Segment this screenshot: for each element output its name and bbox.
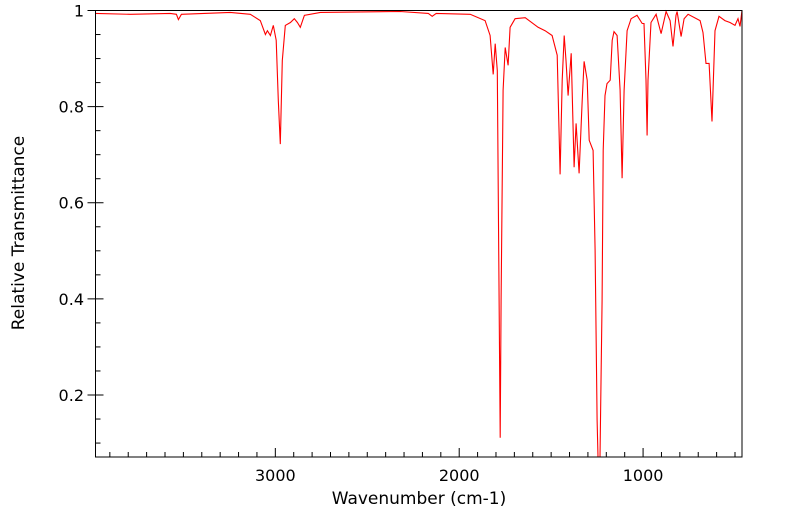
- y-tick-label: 1: [74, 2, 84, 21]
- x-axis-label: Wavenumber (cm-1): [332, 489, 507, 509]
- y-tick-label: 0.6: [59, 194, 84, 213]
- y-tick-labels: 0.2 0.4 0.6 0.8 1: [59, 2, 84, 405]
- plot-frame: [95, 10, 743, 458]
- y-tick-label: 0.4: [59, 290, 84, 309]
- y-tick-label: 0.2: [59, 386, 84, 405]
- axis-ticks: [87, 10, 736, 457]
- y-tick-label: 0.8: [59, 98, 84, 117]
- x-tick-label: 3000: [255, 466, 296, 485]
- x-tick-label: 2000: [439, 466, 480, 485]
- x-tick-label: 1000: [623, 466, 664, 485]
- y-axis-label: Relative Transmittance: [9, 136, 29, 331]
- spectrum-line: [95, 9, 743, 458]
- x-tick-labels: 3000 2000 1000: [255, 466, 663, 485]
